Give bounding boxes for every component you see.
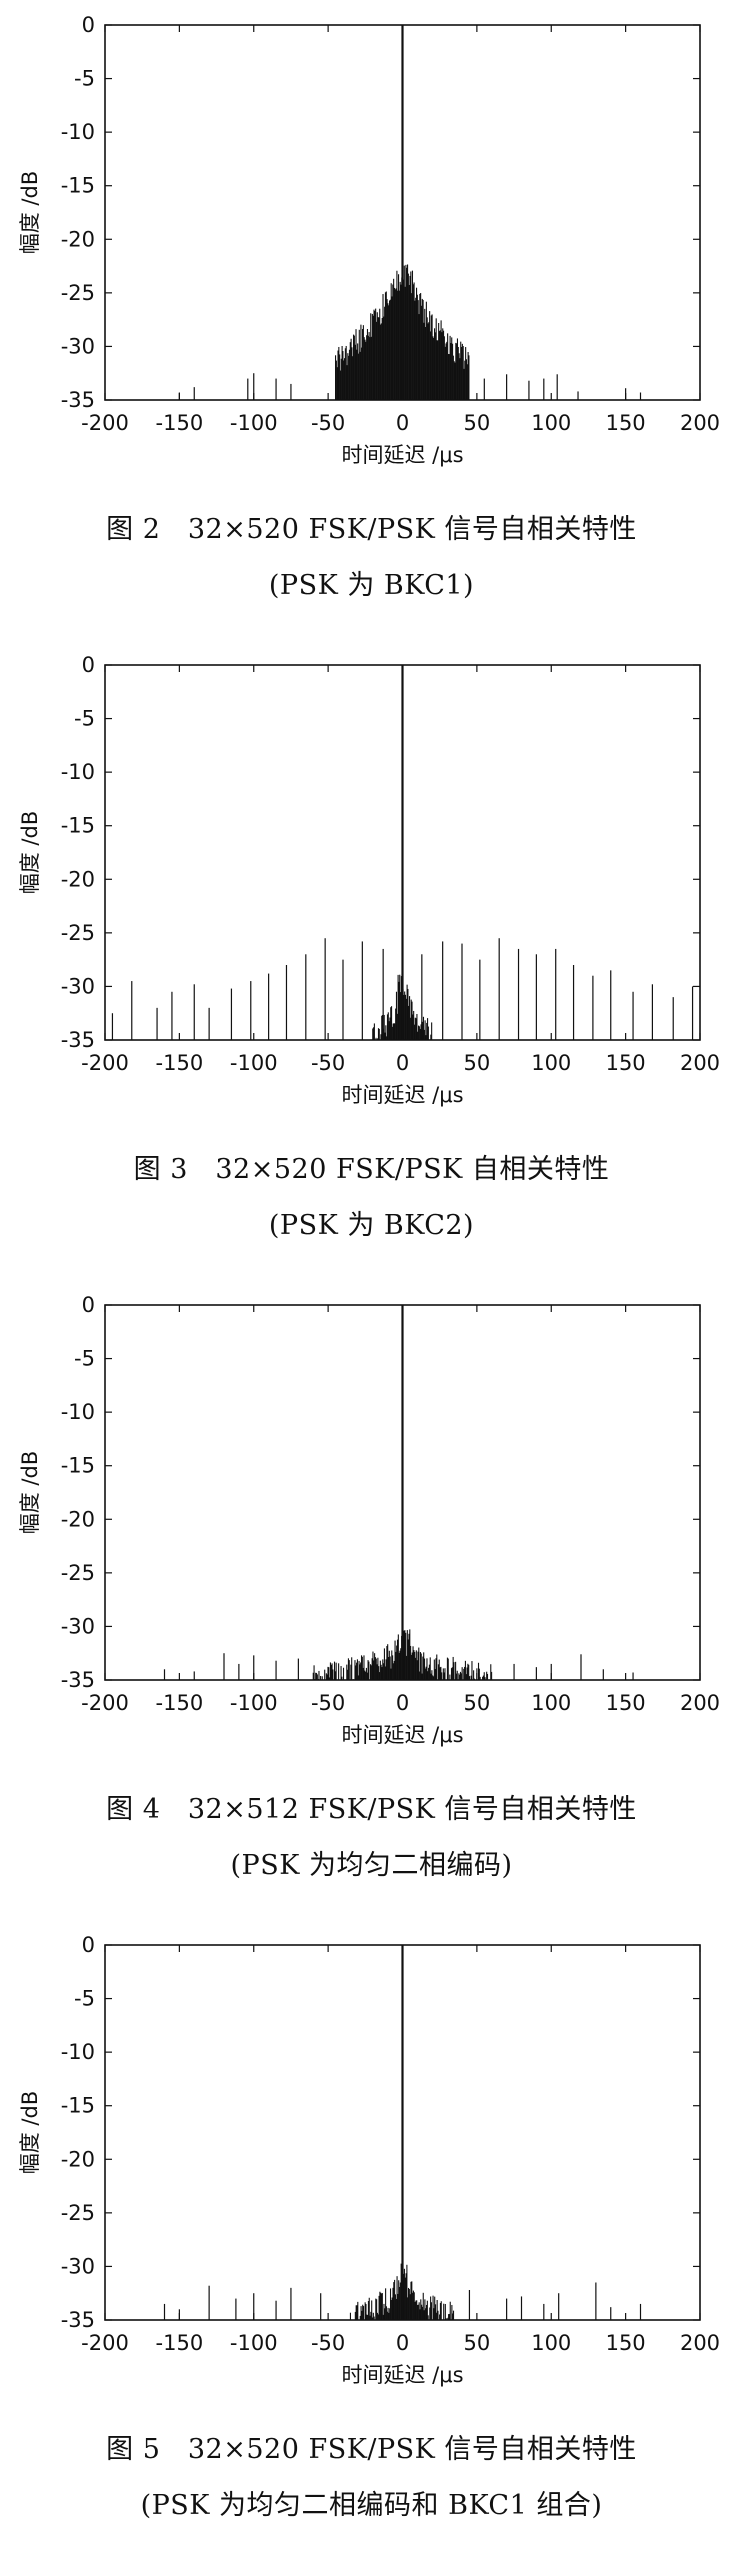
x-tick-label: -150: [156, 1051, 204, 1075]
y-axis-label: 幅度 /dB: [18, 811, 42, 895]
y-tick-label: -15: [61, 2094, 95, 2118]
x-tick-label: 50: [464, 1691, 491, 1715]
y-tick-label: -15: [61, 174, 95, 198]
x-axis-label: 时间延迟 /μs: [341, 2363, 463, 2387]
y-tick-label: -15: [61, 1454, 95, 1478]
x-tick-label: 200: [680, 1691, 720, 1715]
y-tick-label: -10: [61, 120, 95, 144]
y-tick-label: -30: [61, 1614, 95, 1638]
autocorrelation-plot-fig2: 0 -5 -10 -15 -20 -25 -30 -35-200 -150 -100 -50 0 50 1…: [18, 13, 720, 467]
noise-floor-cluster: [335, 264, 470, 400]
y-tick-label: -5: [74, 1347, 95, 1371]
x-axis-label: 时间延迟 /μs: [341, 443, 463, 467]
y-tick-label: -30: [61, 334, 95, 358]
y-tick-label: -30: [61, 2254, 95, 2278]
y-tick-label: -25: [61, 281, 95, 305]
x-tick-label: 100: [531, 1691, 571, 1715]
x-tick-label: -200: [81, 1051, 129, 1075]
x-axis-label: 时间延迟 /μs: [341, 1083, 463, 1107]
x-tick-label: 0: [396, 1691, 409, 1715]
y-tick-label: -35: [61, 1668, 95, 1692]
x-tick-label: 150: [606, 1051, 646, 1075]
x-tick-label: -50: [311, 1051, 345, 1075]
figure-caption-subtitle: (PSK 为 BKC1): [268, 570, 475, 601]
x-tick-label: 150: [606, 1691, 646, 1715]
x-tick-label: -200: [81, 411, 129, 435]
y-tick-label: -10: [61, 760, 95, 784]
figure-caption-subtitle: (PSK 为均匀二相编码): [230, 1850, 513, 1881]
x-tick-label: 50: [464, 411, 491, 435]
x-tick-label: 100: [531, 1051, 571, 1075]
y-tick-label: -35: [61, 1028, 95, 1052]
y-tick-label: -20: [61, 867, 95, 891]
figure-caption: 图 5 32×520 FSK/PSK 信号自相关特性: [106, 2434, 637, 2465]
y-tick-label: -30: [61, 974, 95, 998]
y-tick-label: -25: [61, 921, 95, 945]
y-tick-label: -20: [61, 2147, 95, 2171]
x-axis-label: 时间延迟 /μs: [341, 1723, 463, 1747]
x-tick-label: -50: [311, 411, 345, 435]
y-tick-label: -5: [74, 707, 95, 731]
x-tick-label: 200: [680, 411, 720, 435]
autocorrelation-plot-fig4: 0 -5 -10 -15 -20 -25 -30 -35-200 -150 -100 -50 0 50 1…: [18, 1293, 720, 1747]
x-tick-label: -150: [156, 1691, 204, 1715]
y-tick-label: 0: [82, 1933, 95, 1957]
x-tick-label: -100: [230, 2331, 278, 2355]
y-tick-label: -35: [61, 388, 95, 412]
x-tick-label: -100: [230, 411, 278, 435]
x-tick-label: 0: [396, 2331, 409, 2355]
noise-floor-cluster: [349, 2263, 455, 2320]
figure-caption-subtitle: (PSK 为 BKC2): [268, 1210, 475, 1241]
x-tick-label: -100: [230, 1691, 278, 1715]
x-tick-label: 50: [464, 2331, 491, 2355]
x-tick-label: -200: [81, 2331, 129, 2355]
noise-floor-cluster: [312, 1629, 493, 1680]
y-tick-label: -10: [61, 2040, 95, 2064]
y-tick-label: -20: [61, 1507, 95, 1531]
y-axis-label: 幅度 /dB: [18, 2091, 42, 2175]
x-tick-label: 150: [606, 411, 646, 435]
y-tick-label: -20: [61, 227, 95, 251]
x-tick-label: -150: [156, 2331, 204, 2355]
y-axis-label: 幅度 /dB: [18, 171, 42, 255]
x-tick-label: -50: [311, 1691, 345, 1715]
y-tick-label: -5: [74, 67, 95, 91]
figure-caption: 图 2 32×520 FSK/PSK 信号自相关特性: [106, 514, 637, 545]
noise-floor-cluster: [372, 974, 433, 1040]
y-tick-label: -25: [61, 1561, 95, 1585]
y-tick-label: -35: [61, 2308, 95, 2332]
figure-caption-subtitle: (PSK 为均匀二相编码和 BKC1 组合): [140, 2490, 603, 2521]
y-tick-label: 0: [82, 653, 95, 677]
x-tick-label: -150: [156, 411, 204, 435]
x-tick-label: 200: [680, 1051, 720, 1075]
x-tick-label: 150: [606, 2331, 646, 2355]
y-tick-label: -5: [74, 1987, 95, 2011]
y-tick-label: 0: [82, 1293, 95, 1317]
y-axis-label: 幅度 /dB: [18, 1451, 42, 1535]
x-tick-label: -50: [311, 2331, 345, 2355]
y-tick-label: -15: [61, 814, 95, 838]
y-tick-label: -10: [61, 1400, 95, 1424]
y-tick-label: 0: [82, 13, 95, 37]
x-tick-label: -100: [230, 1051, 278, 1075]
x-tick-label: -200: [81, 1691, 129, 1715]
x-tick-label: 200: [680, 2331, 720, 2355]
figure-caption: 图 3 32×520 FSK/PSK 自相关特性: [133, 1154, 610, 1185]
x-tick-label: 0: [396, 411, 409, 435]
autocorrelation-plot-fig5: 0 -5 -10 -15 -20 -25 -30 -35-200 -150 -100 -50 0 50 1…: [18, 1933, 720, 2387]
x-tick-label: 100: [531, 2331, 571, 2355]
autocorrelation-plot-fig3: 0 -5 -10 -15 -20 -25 -30 -35-200 -150 -100 -50 0 50 1…: [18, 653, 720, 1107]
x-tick-label: 50: [464, 1051, 491, 1075]
figure-caption: 图 4 32×512 FSK/PSK 信号自相关特性: [106, 1794, 637, 1825]
y-tick-label: -25: [61, 2201, 95, 2225]
x-tick-label: 0: [396, 1051, 409, 1075]
x-tick-label: 100: [531, 411, 571, 435]
